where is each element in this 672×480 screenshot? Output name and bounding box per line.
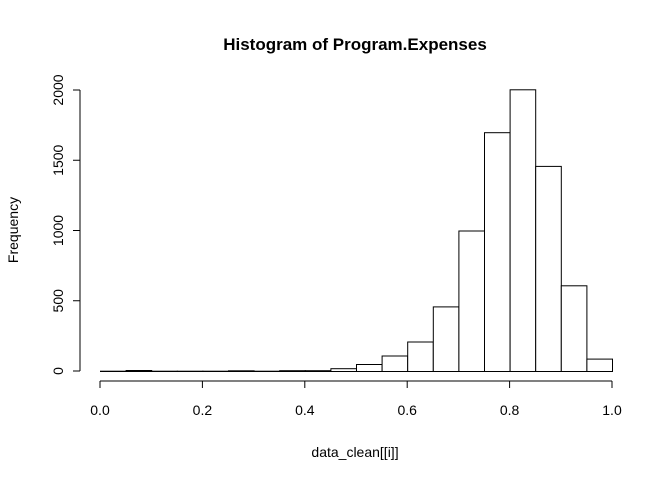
histogram-bar-5 [228, 370, 255, 372]
y-tick-label-1: 500 [50, 289, 66, 313]
histogram-bar-11 [381, 355, 409, 372]
histogram-bar-10 [356, 364, 383, 372]
histogram-bar-14 [458, 230, 485, 372]
x-tick-label-1: 0.2 [193, 402, 213, 418]
y-tick-label-2: 1000 [50, 215, 66, 246]
y-axis-label: Frequency [5, 197, 21, 263]
histogram-bars [100, 89, 614, 373]
x-axis-label: data_clean[[i]] [311, 444, 398, 460]
histogram-bar-17 [535, 165, 562, 372]
histogram-bar-7 [279, 370, 306, 373]
histogram-bar-8 [304, 370, 332, 373]
y-tick-label-4: 2000 [50, 74, 66, 105]
histogram-bar-19 [586, 358, 614, 373]
y-tick-label-3: 1500 [50, 144, 66, 175]
histogram-bar-12 [407, 341, 434, 372]
histogram-bar-15 [484, 132, 511, 372]
histogram-bar-16 [509, 89, 537, 373]
y-axis: 0 500 1000 1500 2000 [50, 74, 81, 375]
x-tick-label-2: 0.4 [295, 402, 315, 418]
histogram-bar-1 [125, 370, 153, 372]
x-axis: 0.0 0.2 0.4 0.6 0.8 1.0 [90, 380, 622, 418]
histogram-bar-13 [432, 306, 460, 372]
x-tick-label-4: 0.8 [500, 402, 520, 418]
x-tick-label-5: 1.0 [602, 402, 622, 418]
y-tick-label-0: 0 [50, 367, 66, 375]
chart-title: Histogram of Program.Expenses [223, 35, 487, 54]
histogram-bar-9 [330, 368, 357, 373]
x-tick-label-0: 0.0 [90, 402, 110, 418]
x-tick-label-3: 0.6 [397, 402, 417, 418]
histogram-bar-18 [560, 285, 588, 372]
